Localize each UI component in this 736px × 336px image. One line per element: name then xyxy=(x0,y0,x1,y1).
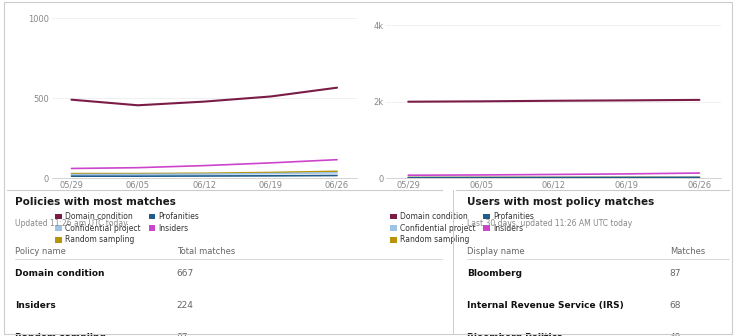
Text: Bloomberg Politics: Bloomberg Politics xyxy=(467,333,563,336)
Text: 87: 87 xyxy=(177,333,188,336)
Text: Domain condition: Domain condition xyxy=(15,269,105,278)
Text: Last 30 days, updated 11:26 AM UTC today: Last 30 days, updated 11:26 AM UTC today xyxy=(467,219,633,228)
Text: Display name: Display name xyxy=(467,247,525,256)
Text: 48: 48 xyxy=(670,333,681,336)
Text: Total matches: Total matches xyxy=(177,247,235,256)
Text: Updated 11:26 am UTC today: Updated 11:26 am UTC today xyxy=(15,219,127,228)
Text: Policies with most matches: Policies with most matches xyxy=(15,197,176,207)
Text: 667: 667 xyxy=(177,269,194,278)
Text: Policy name: Policy name xyxy=(15,247,66,256)
Text: 68: 68 xyxy=(670,301,682,310)
Text: Matches: Matches xyxy=(670,247,705,256)
Legend: Domain condition, Confidential project, Random sampling, Profanities, Insiders: Domain condition, Confidential project, … xyxy=(55,212,199,245)
Text: Insiders: Insiders xyxy=(15,301,55,310)
Text: 87: 87 xyxy=(670,269,682,278)
Text: Bloomberg: Bloomberg xyxy=(467,269,523,278)
Text: Users with most policy matches: Users with most policy matches xyxy=(467,197,654,207)
Text: 224: 224 xyxy=(177,301,194,310)
Text: Internal Revenue Service (IRS): Internal Revenue Service (IRS) xyxy=(467,301,624,310)
Text: Random sampling: Random sampling xyxy=(15,333,105,336)
Legend: Domain condition, Confidential project, Random sampling, Profanities, Insiders: Domain condition, Confidential project, … xyxy=(390,212,534,245)
